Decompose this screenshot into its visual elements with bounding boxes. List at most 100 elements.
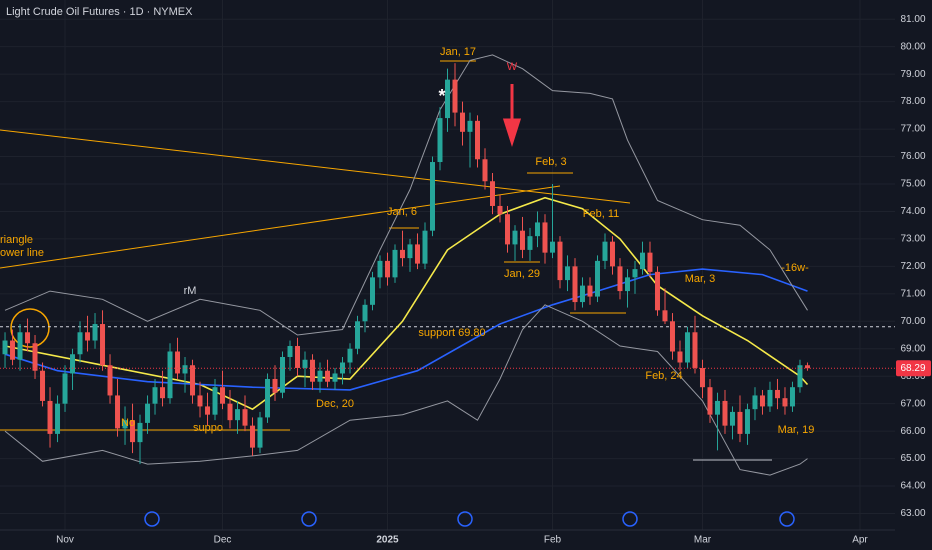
candle-body [797,365,803,388]
candle-body [257,417,263,448]
candle-body [227,403,233,421]
event-icon[interactable] [144,511,160,527]
candle-body [527,236,533,250]
candle-body [482,159,488,182]
candle-body [557,241,563,281]
candle-body [452,79,458,113]
y-tick-label: 80.00 [900,41,925,52]
candle-body [235,409,241,421]
candle-body [212,387,218,415]
annotation: Jan, 6 [387,206,417,218]
candle-body [145,403,151,423]
candle-body [684,332,690,363]
candle-body [489,181,495,206]
candle-body [17,332,23,360]
candle-body [70,354,76,374]
x-tick-label: 2025 [376,535,399,546]
candle-body [804,365,810,369]
y-tick-label: 65.00 [900,453,925,464]
event-icon[interactable] [457,511,473,527]
candle-body [325,370,331,382]
x-tick-label: Dec [214,535,232,546]
y-tick-label: 76.00 [900,151,925,162]
candle-body [400,249,406,259]
candle-body [542,222,548,253]
y-tick-label: 73.00 [900,234,925,245]
candle-body [362,304,368,322]
candle-body [250,425,256,448]
candle-body [415,244,421,264]
labels: Jan, 17 W * Feb, 3 Jan, 6 Feb, 11 Jan, 29 -16w-… [0,46,814,436]
candle-body [92,324,98,341]
indicator-line [4,54,808,336]
candle-body [310,359,316,382]
event-icon[interactable] [301,511,317,527]
candle-body [512,230,518,245]
candle-body [632,269,638,278]
annotation: support 69.80 [418,327,485,339]
candle-body [190,365,196,396]
x-tick-label: Apr [852,535,868,546]
annotation: * [438,86,445,106]
candle-body [744,409,750,434]
candle-body [572,266,578,303]
candle-body [534,222,540,237]
annotation: Feb, 24 [645,370,682,382]
candle-body [272,378,278,393]
candle-body [377,260,383,278]
candle-body [669,321,675,352]
candle-body [197,395,203,407]
candle-body [160,387,166,399]
candle-body [32,343,38,371]
candle-body [467,120,473,132]
annotation: Feb, 11 [583,208,620,220]
candle-body [767,389,773,407]
candle-body [445,79,450,119]
price-axis [895,0,932,550]
candle-body [2,340,8,355]
candle-body [332,373,338,382]
candle-body [265,378,271,418]
x-tick-label: Mar [694,535,712,546]
candle-body [55,403,61,434]
candle-body [175,351,181,374]
candle-body [647,252,653,272]
candle-body [609,241,615,267]
annotation: rM [184,285,197,297]
y-tick-label: 64.00 [900,481,925,492]
candle-body [242,409,248,426]
candle-body [617,266,623,292]
event-icon[interactable] [779,511,795,527]
y-tick-label: 63.00 [900,508,925,519]
y-tick-label: 72.00 [900,261,925,272]
indicator-line [4,304,808,476]
candle-body [317,370,323,382]
candle-body [677,351,683,363]
candle-body [602,241,608,261]
annotation: riangle [0,234,33,246]
candle-body [287,346,293,357]
candle-body [459,112,465,132]
candle-body [122,420,128,429]
candle-body [437,118,443,163]
candle-body [504,214,510,245]
annotation: Dec, 20 [316,398,354,410]
candle-body [280,356,286,393]
annotation: Jan, 29 [504,268,540,280]
candle-body [549,241,555,253]
last-price-label: 68.29 [900,363,925,374]
candle-body [107,365,113,396]
annotation: Jan, 17 [440,46,476,58]
y-tick-label: 78.00 [900,96,925,107]
annotation: W [507,61,518,73]
event-icon[interactable] [622,511,638,527]
candle-body [295,346,301,368]
candle-body [594,260,600,297]
candle-body [699,367,705,388]
candle-body [25,332,31,344]
y-tick-label: 75.00 [900,179,925,190]
candle-body [115,395,121,429]
candle-body [519,230,525,250]
candle-body [714,400,720,415]
